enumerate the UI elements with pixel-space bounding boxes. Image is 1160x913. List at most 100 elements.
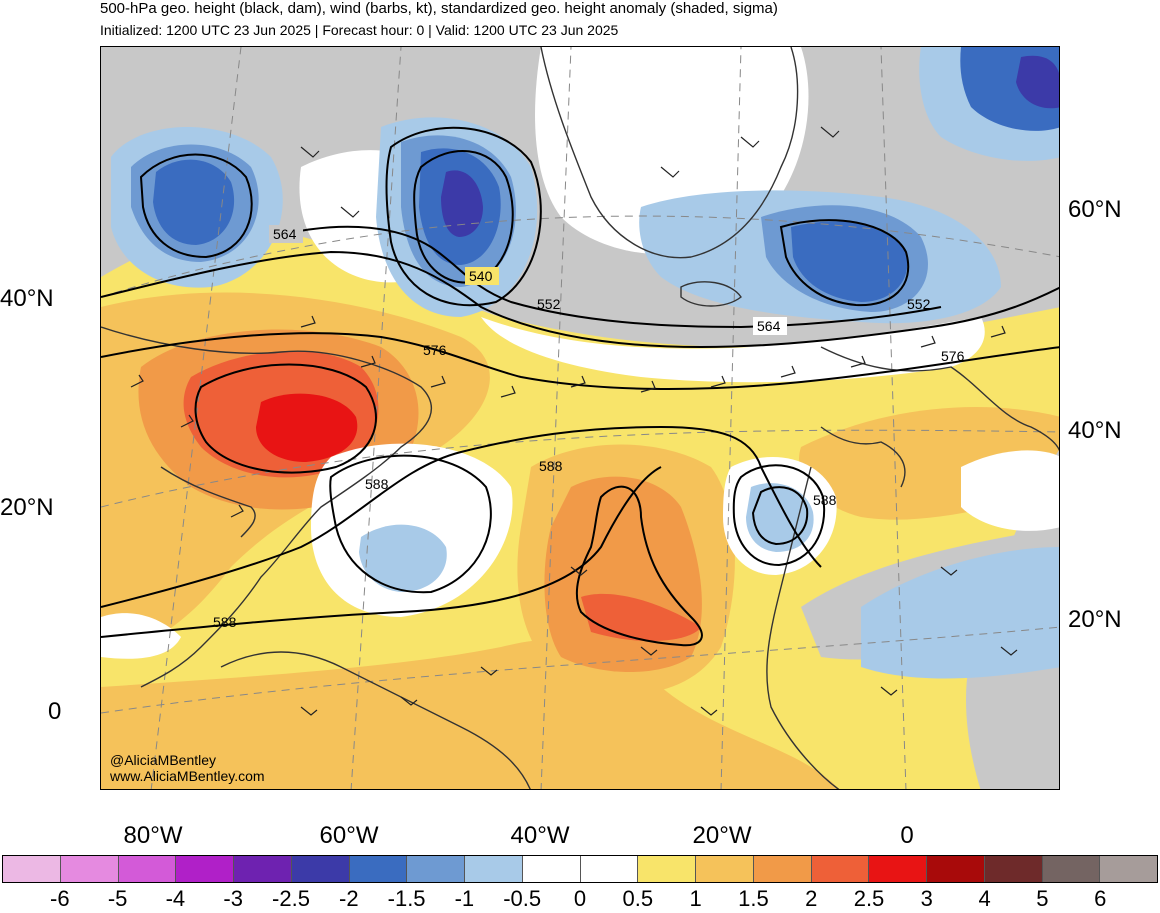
contour-label: 552	[907, 296, 931, 312]
wind-barb	[1000, 646, 1018, 656]
wind-barb	[180, 414, 194, 428]
contour-label-bg	[465, 267, 499, 285]
colorbar-swatch	[927, 856, 985, 882]
colorbar-tick-label: -4	[165, 886, 186, 911]
anomaly-blue-light-africa	[861, 547, 1059, 679]
colorbar	[2, 855, 1158, 883]
contour-576	[101, 332, 1059, 390]
lat-label-left-0: 0	[48, 698, 62, 725]
lon-label-80w: 80°W	[123, 822, 183, 849]
colorbar-swatch	[811, 856, 870, 882]
colorbar-swatch	[407, 856, 465, 882]
lon-label-20w: 20°W	[692, 822, 752, 849]
chart-subtitle: Initialized: 1200 UTC 23 Jun 2025 | Fore…	[100, 22, 619, 38]
wind-barb	[710, 375, 726, 388]
height-contours	[101, 126, 1059, 647]
anomaly-map: 564 540 552 564 552 576 576 588 588 588 …	[101, 47, 1059, 789]
colorbar-swatch	[984, 856, 1043, 882]
wind-barb	[430, 375, 446, 388]
contour-cutoff-west	[329, 454, 492, 594]
lat-label-right-20n: 20°N	[1068, 606, 1122, 633]
contour-cutoff-east-inner	[751, 486, 809, 546]
contour-label: 588	[539, 458, 563, 474]
colorbar-swatch	[696, 856, 754, 882]
coast-iberia	[820, 426, 906, 488]
wind-barb	[340, 206, 360, 218]
colorbar-swatch	[1042, 856, 1101, 882]
wind-barb	[300, 315, 316, 328]
credit-handle: @AliciaMBentley	[110, 752, 217, 768]
anomaly-red-us	[256, 393, 358, 462]
wind-barb	[920, 335, 936, 348]
wind-barb	[740, 136, 760, 148]
contour-labels: 564 540 552 564 552 576 576 588 588 588 …	[213, 225, 965, 630]
contour-label: 576	[941, 348, 965, 364]
wind-barb	[940, 566, 958, 576]
colorbar-swatch	[118, 856, 177, 882]
colorbar-tick-label: -1.5	[387, 886, 426, 911]
contour-588-south	[101, 466, 662, 638]
colorbar-tick-label: -6	[50, 886, 70, 911]
contour-lab-outer	[385, 126, 542, 307]
contour-west-low	[139, 153, 253, 259]
wind-barb	[230, 504, 244, 518]
wind-barb	[400, 696, 418, 706]
coast-europe	[820, 346, 1059, 452]
wind-barb	[780, 365, 796, 378]
colorbar-tick-label: 0.5	[622, 886, 654, 911]
anomaly-white-caribbean	[101, 613, 181, 659]
colorbar-tick-label: 2	[805, 886, 818, 911]
coast-greenland	[540, 47, 799, 259]
parallel-20n	[101, 429, 1059, 508]
wind-barb	[480, 666, 498, 676]
wind-barb	[300, 146, 320, 158]
wind-barb	[820, 126, 840, 138]
contour-label-bg	[269, 225, 303, 243]
contour-label: 552	[537, 296, 561, 312]
colorbar-swatch	[465, 856, 523, 882]
wind-barb	[640, 646, 658, 656]
wind-barb	[700, 706, 718, 716]
colorbar-tick-label: -2	[339, 886, 359, 911]
lat-label-right-60n: 60°N	[1068, 196, 1122, 223]
colorbar-swatch	[580, 856, 639, 882]
colorbar-tick-label: -0.5	[503, 886, 542, 911]
meridian-0	[880, 47, 907, 789]
contour-label-bg	[753, 317, 787, 335]
chart-title: 500-hPa geo. height (black, dam), wind (…	[100, 0, 778, 17]
anomaly-blue-dark-ne	[791, 221, 908, 302]
anomaly-orange-light-south	[101, 639, 839, 789]
colorbar-tick-label: 3	[920, 886, 933, 911]
anomaly-red-orange-center	[581, 593, 701, 642]
lat-label-left-40n: 40°N	[0, 285, 54, 312]
contour-ne-low	[779, 219, 910, 307]
colorbar-swatch	[176, 856, 234, 882]
colorbar-tick-label: 0	[573, 886, 587, 911]
colorbar-tick-label: 4	[978, 886, 991, 911]
coast-south-america	[220, 651, 531, 789]
colorbar-swatch	[1100, 856, 1157, 882]
colorbar-tick-label: -5	[107, 886, 128, 911]
anomaly-blue-dark-west	[153, 159, 235, 245]
colorbar-tick-label: 2.5	[853, 886, 885, 911]
wind-barb	[570, 375, 586, 388]
colorbar-tick-label: -2.5	[272, 886, 310, 911]
parallel-40n	[101, 215, 1059, 298]
parallel-0	[101, 626, 1059, 714]
wind-barb	[300, 706, 318, 716]
anomaly-blue-light-cutoff-west	[359, 524, 447, 592]
contour-564	[101, 250, 1059, 349]
meridian-60w	[350, 47, 402, 789]
meridian-20w	[720, 47, 742, 789]
contour-label: 588	[213, 614, 237, 630]
colorbar-tick-label: 6	[1094, 886, 1107, 911]
colorbar-swatch	[638, 856, 696, 882]
contour-label: 588	[365, 476, 389, 492]
colorbar-tick-label: 5	[1036, 886, 1049, 911]
contour-cutoff-east	[732, 464, 826, 567]
wind-barb	[880, 686, 898, 696]
contour-tropical-high	[575, 485, 703, 647]
lat-label-right-40n: 40°N	[1068, 417, 1122, 444]
wind-barb	[570, 566, 588, 576]
contour-label: 576	[423, 342, 447, 358]
